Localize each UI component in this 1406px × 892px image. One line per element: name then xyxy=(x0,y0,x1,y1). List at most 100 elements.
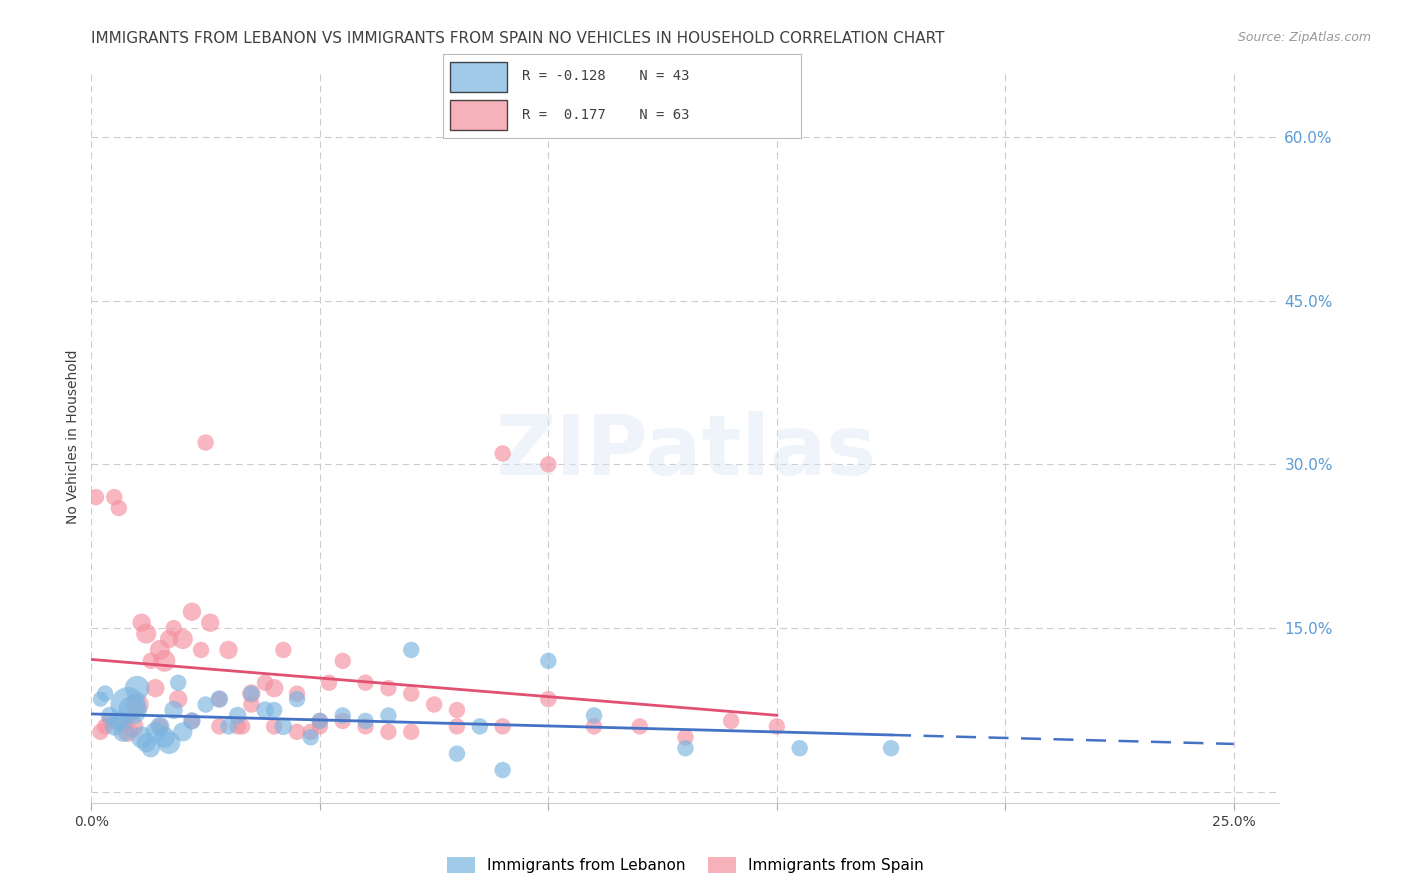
Point xyxy=(180,714,202,728)
Point xyxy=(332,708,354,723)
Point xyxy=(121,703,143,717)
Point xyxy=(226,719,249,733)
Point xyxy=(537,692,560,706)
Point xyxy=(172,724,194,739)
Point xyxy=(263,719,285,733)
Point xyxy=(103,719,125,733)
Point xyxy=(153,654,176,668)
Point xyxy=(194,698,217,712)
Point xyxy=(789,741,811,756)
Point xyxy=(112,724,135,739)
Point xyxy=(271,719,294,733)
Point xyxy=(377,708,399,723)
Point xyxy=(285,692,308,706)
Point xyxy=(308,714,330,728)
Point xyxy=(537,654,560,668)
Point xyxy=(318,675,340,690)
Point xyxy=(253,675,276,690)
Point xyxy=(880,741,903,756)
Point xyxy=(491,446,513,460)
Point xyxy=(673,741,696,756)
Point xyxy=(117,698,139,712)
Point xyxy=(167,675,190,690)
Point xyxy=(537,458,560,472)
Point xyxy=(107,714,129,728)
Text: R = -0.128    N = 43: R = -0.128 N = 43 xyxy=(522,70,689,83)
Point xyxy=(299,724,322,739)
Point xyxy=(308,714,330,728)
Point xyxy=(240,687,263,701)
Point xyxy=(157,736,180,750)
Point xyxy=(131,731,153,745)
Point xyxy=(112,714,135,728)
Point xyxy=(180,605,202,619)
Point xyxy=(308,719,330,733)
Point xyxy=(103,490,125,504)
Point xyxy=(149,719,172,733)
Point xyxy=(399,643,422,657)
Point xyxy=(231,719,253,733)
Point xyxy=(198,615,221,630)
Point xyxy=(162,621,184,635)
Point xyxy=(127,681,148,695)
Point xyxy=(720,714,742,728)
Point xyxy=(208,719,231,733)
Point xyxy=(399,687,422,701)
Point xyxy=(208,692,231,706)
FancyBboxPatch shape xyxy=(450,100,508,130)
Point xyxy=(139,741,162,756)
Point xyxy=(94,719,117,733)
Point xyxy=(332,714,354,728)
Text: ZIPatlas: ZIPatlas xyxy=(495,411,876,492)
Point xyxy=(194,435,217,450)
Point xyxy=(217,643,239,657)
Point xyxy=(299,731,322,745)
Text: R =  0.177    N = 63: R = 0.177 N = 63 xyxy=(522,108,689,121)
Point xyxy=(208,692,231,706)
Point xyxy=(240,687,263,701)
Point xyxy=(162,703,184,717)
Point xyxy=(263,681,285,695)
Point xyxy=(446,719,468,733)
Point xyxy=(582,708,605,723)
Point xyxy=(167,692,190,706)
Point xyxy=(332,654,354,668)
Point xyxy=(582,719,605,733)
Point xyxy=(157,632,180,646)
Text: IMMIGRANTS FROM LEBANON VS IMMIGRANTS FROM SPAIN NO VEHICLES IN HOUSEHOLD CORREL: IMMIGRANTS FROM LEBANON VS IMMIGRANTS FR… xyxy=(91,31,945,46)
Point xyxy=(143,724,166,739)
Point xyxy=(468,719,491,733)
Point xyxy=(90,724,111,739)
Text: Source: ZipAtlas.com: Source: ZipAtlas.com xyxy=(1237,31,1371,45)
Point xyxy=(377,681,399,695)
Point xyxy=(673,731,696,745)
Point xyxy=(423,698,446,712)
Point xyxy=(135,626,157,640)
Point xyxy=(153,731,176,745)
Point xyxy=(285,687,308,701)
Point xyxy=(354,675,377,690)
Point xyxy=(131,615,153,630)
Point xyxy=(172,632,194,646)
FancyBboxPatch shape xyxy=(450,62,508,92)
Point xyxy=(377,724,399,739)
Point xyxy=(446,747,468,761)
Point xyxy=(139,654,162,668)
Point xyxy=(240,698,263,712)
Point xyxy=(180,714,202,728)
Point xyxy=(217,719,239,733)
Point xyxy=(190,643,212,657)
Point xyxy=(121,719,143,733)
Point xyxy=(94,687,117,701)
Point xyxy=(354,714,377,728)
Point xyxy=(765,719,787,733)
Point xyxy=(127,698,148,712)
Point xyxy=(143,681,166,695)
Point xyxy=(149,719,172,733)
Point xyxy=(98,708,121,723)
Point xyxy=(354,719,377,733)
Point xyxy=(117,724,139,739)
Point xyxy=(491,719,513,733)
Point xyxy=(491,763,513,777)
Point xyxy=(271,643,294,657)
